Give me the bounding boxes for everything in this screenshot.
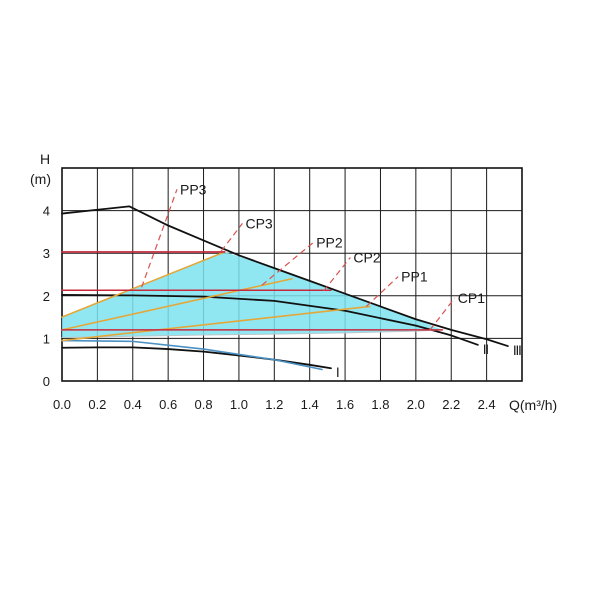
axes: 0.0 0.2 0.4 0.6 0.8 1.0 1.2 1.4 1.6 1.8 2.0 2.2 2.4 0… bbox=[43, 204, 496, 412]
x-tick-label: 1.8 bbox=[371, 397, 389, 412]
series-proportional-pp2 bbox=[61, 277, 293, 331]
y-tick-label: 2 bbox=[43, 289, 50, 304]
x-tick-label: 2.2 bbox=[442, 397, 460, 412]
annotation-label-cp3: CP3 bbox=[245, 215, 272, 231]
annotation-label-pp1: PP1 bbox=[401, 269, 428, 285]
annotation-leader-pp2 bbox=[261, 242, 314, 286]
annotation-leader-pp3 bbox=[141, 189, 178, 288]
x-axis-label: Q(m³/h) bbox=[509, 397, 557, 413]
y-tick-label: 4 bbox=[43, 204, 50, 219]
x-tick-label: 0.6 bbox=[159, 397, 177, 412]
y-tick-label: 1 bbox=[43, 331, 50, 346]
x-tick-label: 1.6 bbox=[336, 397, 354, 412]
y-axis-unit: (m) bbox=[30, 171, 51, 187]
operating-range-area bbox=[62, 251, 443, 338]
annotation-leader-pp1 bbox=[365, 276, 399, 307]
x-tick-label: 1.4 bbox=[301, 397, 319, 412]
series-speed bbox=[61, 346, 332, 370]
annotation-leader-cp2 bbox=[323, 257, 351, 292]
x-tick-label: 1.0 bbox=[230, 397, 248, 412]
series-speed bbox=[61, 205, 509, 347]
shaded-area bbox=[62, 251, 443, 338]
speed-curve-label: Ⅲ bbox=[513, 343, 522, 358]
annotation-label-pp3: PP3 bbox=[180, 181, 207, 197]
x-tick-label: 2.0 bbox=[407, 397, 425, 412]
x-tick-label: 2.4 bbox=[478, 397, 496, 412]
annotations: PP3 CP3 PP2 CP2 PP1 CP1 bbox=[141, 181, 485, 331]
x-tick-label: 0.0 bbox=[53, 397, 71, 412]
series-proportional-pp3 bbox=[61, 251, 226, 318]
series-lines: Ⅰ Ⅱ Ⅲ bbox=[61, 205, 522, 380]
speed-curve-label: Ⅰ bbox=[336, 365, 340, 380]
annotation-leader-cp1 bbox=[429, 297, 456, 331]
y-tick-label: 0 bbox=[43, 374, 50, 389]
plot-frame bbox=[61, 167, 523, 382]
annotation-label-cp1: CP1 bbox=[458, 290, 485, 306]
speed-curve-label: Ⅱ bbox=[483, 342, 489, 357]
x-tick-label: 0.4 bbox=[124, 397, 142, 412]
annotation-leader-cp3 bbox=[220, 223, 243, 252]
series-blue bbox=[61, 339, 323, 371]
y-axis-label: H bbox=[40, 151, 50, 167]
annotation-label-pp2: PP2 bbox=[316, 235, 343, 251]
y-tick-label: 3 bbox=[43, 246, 50, 261]
x-tick-label: 0.8 bbox=[194, 397, 212, 412]
series-proportional-pp1 bbox=[61, 305, 371, 342]
series-speed bbox=[61, 294, 479, 346]
annotation-label-cp2: CP2 bbox=[353, 249, 380, 265]
x-tick-label: 0.2 bbox=[88, 397, 106, 412]
x-tick-label: 1.2 bbox=[265, 397, 283, 412]
